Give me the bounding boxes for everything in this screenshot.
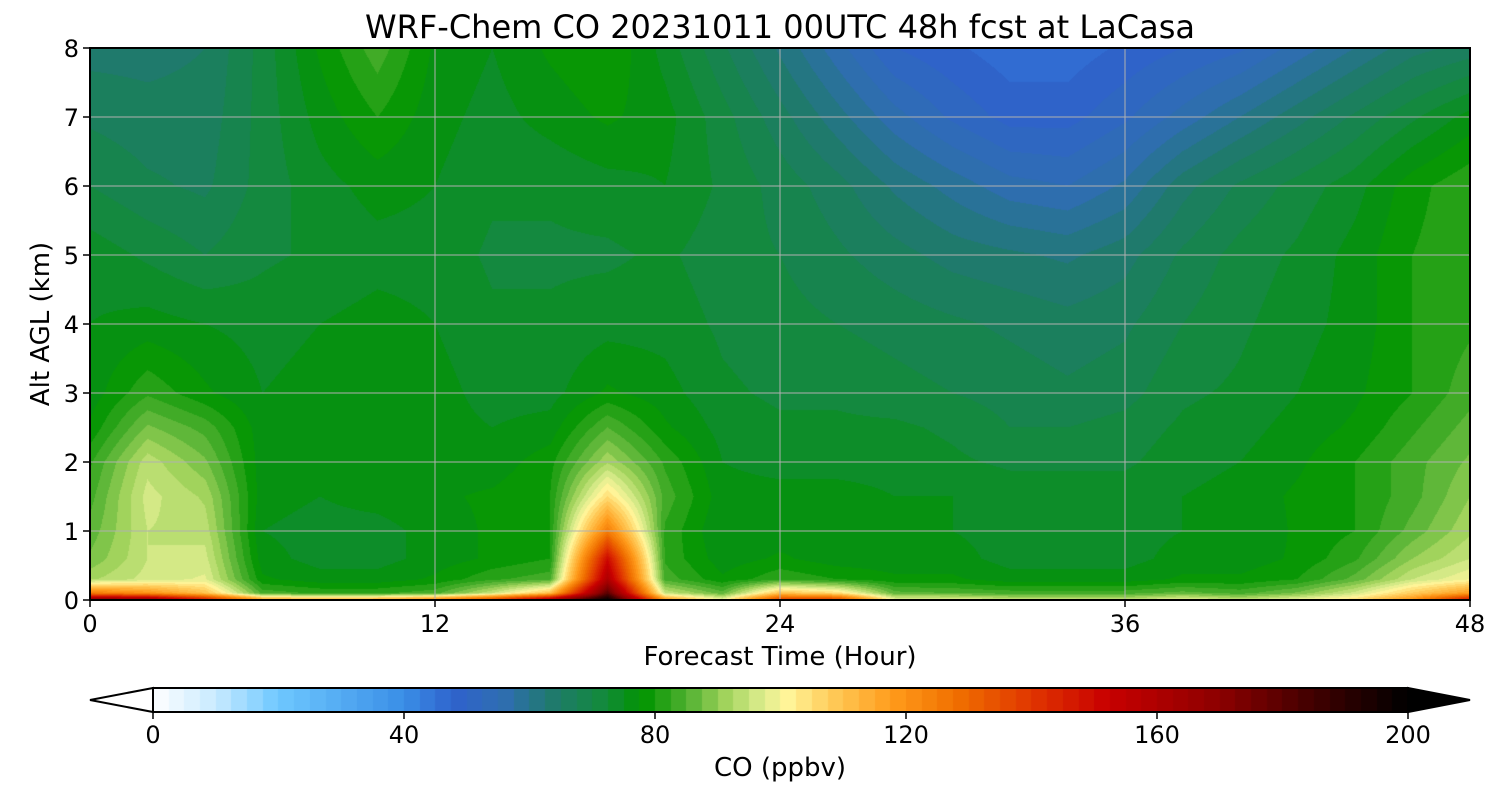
y-tick-label: 1 [64,518,79,546]
x-tick-label: 12 [420,610,451,638]
colorbar-tick-label: 0 [145,721,160,749]
x-tick-label: 36 [1110,610,1141,638]
y-tick-label: 2 [64,449,79,477]
colorbar-under-arrow [89,686,154,714]
y-tick-label: 8 [64,35,79,63]
y-tick-label: 3 [64,380,79,408]
x-axis: 0 12 24 36 48 [82,600,1485,638]
x-tick-label: 0 [82,610,97,638]
y-tick-label: 5 [64,242,79,270]
y-axis-label: Alt AGL (km) [26,242,56,406]
x-axis-label: Forecast Time (Hour) [643,642,916,672]
y-tick-label: 0 [64,587,79,615]
y-tick-label: 6 [64,173,79,201]
x-tick-label: 48 [1455,610,1486,638]
colorbar-tick-label: 40 [389,721,420,749]
colorbar: 0 40 80 120 160 200 CO (ppbv) [89,686,1471,783]
colorbar-tick-label: 160 [1134,721,1180,749]
colorbar-label: CO (ppbv) [714,753,846,783]
x-tick-label: 24 [765,610,796,638]
y-tick-label: 4 [64,311,79,339]
colorbar-tick-label: 80 [640,721,671,749]
colorbar-over-arrow [1407,686,1471,714]
colorbar-frame [152,687,1409,713]
plot-area [89,47,1471,601]
colorbar-gradient [153,688,1408,712]
y-tick-label: 7 [64,104,79,132]
colorbar-ticks: 0 40 80 120 160 200 [145,712,1431,749]
colorbar-tick-label: 120 [883,721,929,749]
colorbar-tick-label: 200 [1385,721,1431,749]
chart-title: WRF-Chem CO 20231011 00UTC 48h fcst at L… [365,8,1195,46]
y-axis: 0 1 2 3 4 5 6 7 8 [64,35,90,615]
